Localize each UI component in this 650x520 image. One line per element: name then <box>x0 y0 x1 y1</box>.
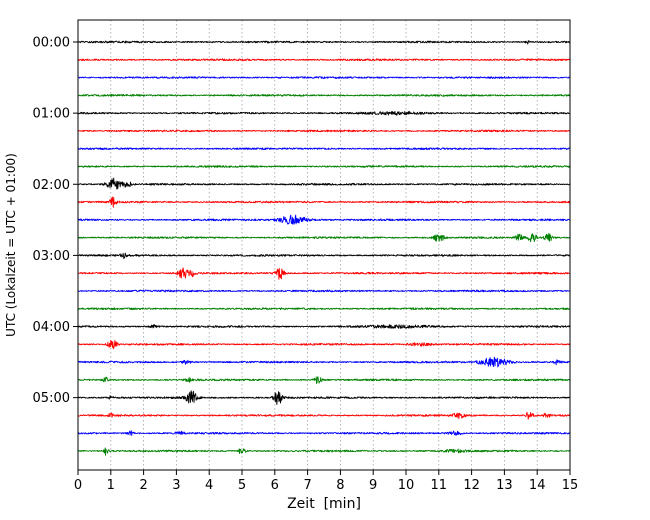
seismogram-trace-0200 <box>77 177 571 190</box>
seismogram-trace-0445 <box>77 376 571 384</box>
x-tick-label: 9 <box>369 478 377 493</box>
y-tick-label: 00:00 <box>33 36 70 51</box>
seismogram-trace-0345 <box>77 307 571 311</box>
x-tick-label: 12 <box>463 478 480 493</box>
seismogram-trace-0545 <box>77 447 571 456</box>
plot-border <box>77 19 571 471</box>
x-tick-label: 13 <box>496 478 513 493</box>
x-tick-label: 4 <box>205 478 213 493</box>
y-tick-label: 03:00 <box>33 249 70 264</box>
y-tick-label: 04:00 <box>33 320 70 335</box>
x-tick-label: 6 <box>271 478 279 493</box>
seismogram-trace-0045 <box>77 93 571 97</box>
seismogram-trace-0115 <box>77 129 571 133</box>
seismogram-trace-0500 <box>77 390 571 405</box>
x-tick-label: 3 <box>172 478 180 493</box>
seismogram-trace-0315 <box>77 267 571 280</box>
y-axis-ticks: 00:00 01:00 02:00 03:00 04:00 05:00 <box>33 36 78 406</box>
x-tick-label: 14 <box>529 478 546 493</box>
seismogram-trace-0245 <box>77 233 571 243</box>
y-tick-label: 01:00 <box>33 107 70 122</box>
seismogram-trace-0215 <box>77 196 571 208</box>
seismogram-trace-0300 <box>77 252 571 260</box>
x-tick-label: 10 <box>398 478 415 493</box>
seismogram-trace-0030 <box>77 76 571 79</box>
x-axis-label: Zeit [min] <box>287 496 361 512</box>
seismogram-trace-0130 <box>77 147 571 151</box>
x-tick-label: 11 <box>431 478 448 493</box>
seismogram-traces <box>77 40 571 456</box>
y-axis-label: UTC (Lokalzeit = UTC + 01:00) <box>4 153 18 337</box>
x-tick-label: 1 <box>107 478 115 493</box>
y-tick-label: 05:00 <box>33 391 70 406</box>
x-tick-label: 2 <box>139 478 147 493</box>
x-tick-label: 15 <box>562 478 579 493</box>
seismogram-trace-0145 <box>77 165 571 168</box>
x-tick-label: 7 <box>303 478 311 493</box>
x-tick-label: 0 <box>74 478 82 493</box>
x-tick-label: 8 <box>336 478 344 493</box>
seismogram-trace-0230 <box>77 214 571 225</box>
seismogram-trace-0015 <box>77 58 571 62</box>
seismogram-trace-0000 <box>77 40 571 45</box>
seismogram-trace-0530 <box>77 430 571 436</box>
seismogram-trace-0430 <box>77 356 571 368</box>
seismogram-trace-0400 <box>77 324 571 329</box>
x-tick-label: 5 <box>238 478 246 493</box>
seismogram-trace-0100 <box>77 110 571 116</box>
seismogram-trace-0515 <box>77 411 571 420</box>
x-axis-ticks: 0 1 2 3 4 5 6 7 8 9 10 11 12 13 14 15 <box>74 470 578 493</box>
seismogram-trace-0415 <box>77 339 571 350</box>
grid-lines <box>110 20 538 470</box>
y-tick-label: 02:00 <box>33 178 70 193</box>
seismogram-trace-0330 <box>77 289 571 293</box>
